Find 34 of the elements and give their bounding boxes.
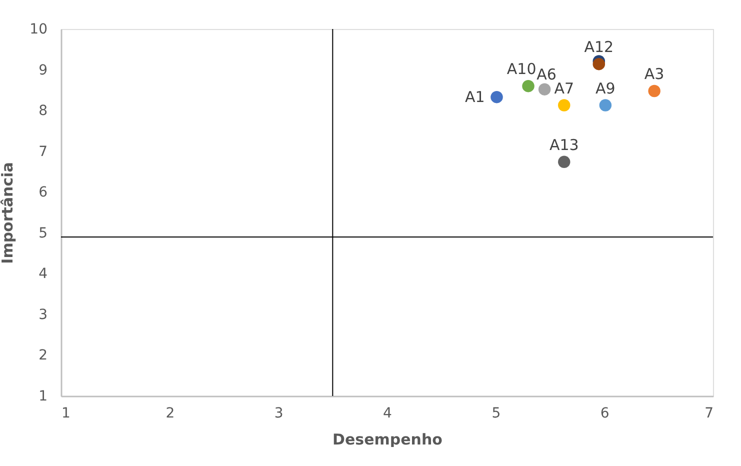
point <box>538 83 551 96</box>
x-tick-label: 6 <box>600 406 610 422</box>
series-label: A9 <box>596 79 616 98</box>
series-label: A13 <box>549 136 579 154</box>
x-tick-label: 7 <box>704 406 714 422</box>
y-tick-label: 1 <box>38 388 48 404</box>
point <box>558 156 570 168</box>
x-tick-label: 3 <box>274 406 284 422</box>
x-tick-label: 2 <box>166 406 175 422</box>
y-tick-label: 3 <box>38 306 48 323</box>
y-tick-label: 9 <box>38 62 48 78</box>
series-label: A12 <box>584 38 614 56</box>
x-tick-label: 1 <box>62 406 70 422</box>
point <box>522 80 534 92</box>
point <box>599 99 612 112</box>
y-tick-label: 7 <box>38 144 48 160</box>
x-tick-label: 4 <box>383 406 392 422</box>
y-tick-label: 8 <box>38 103 48 120</box>
y-axis-title: Importância <box>0 162 17 264</box>
series-label: A10 <box>506 60 536 78</box>
y-tick-label: 4 <box>38 266 48 282</box>
point <box>558 99 570 112</box>
series-label: A1 <box>464 88 485 106</box>
series-label: A3 <box>644 64 664 83</box>
series-label: A6 <box>536 65 556 84</box>
point <box>592 58 606 70</box>
y-tick-label: 6 <box>38 184 48 201</box>
y-tick-label: 2 <box>38 348 48 364</box>
y-tick-label: 5 <box>38 225 48 242</box>
series-label: A7 <box>554 79 574 98</box>
x-tick-label: 5 <box>492 406 501 422</box>
y-tick-label: 10 <box>30 22 48 38</box>
point <box>490 90 503 104</box>
point <box>648 84 660 98</box>
